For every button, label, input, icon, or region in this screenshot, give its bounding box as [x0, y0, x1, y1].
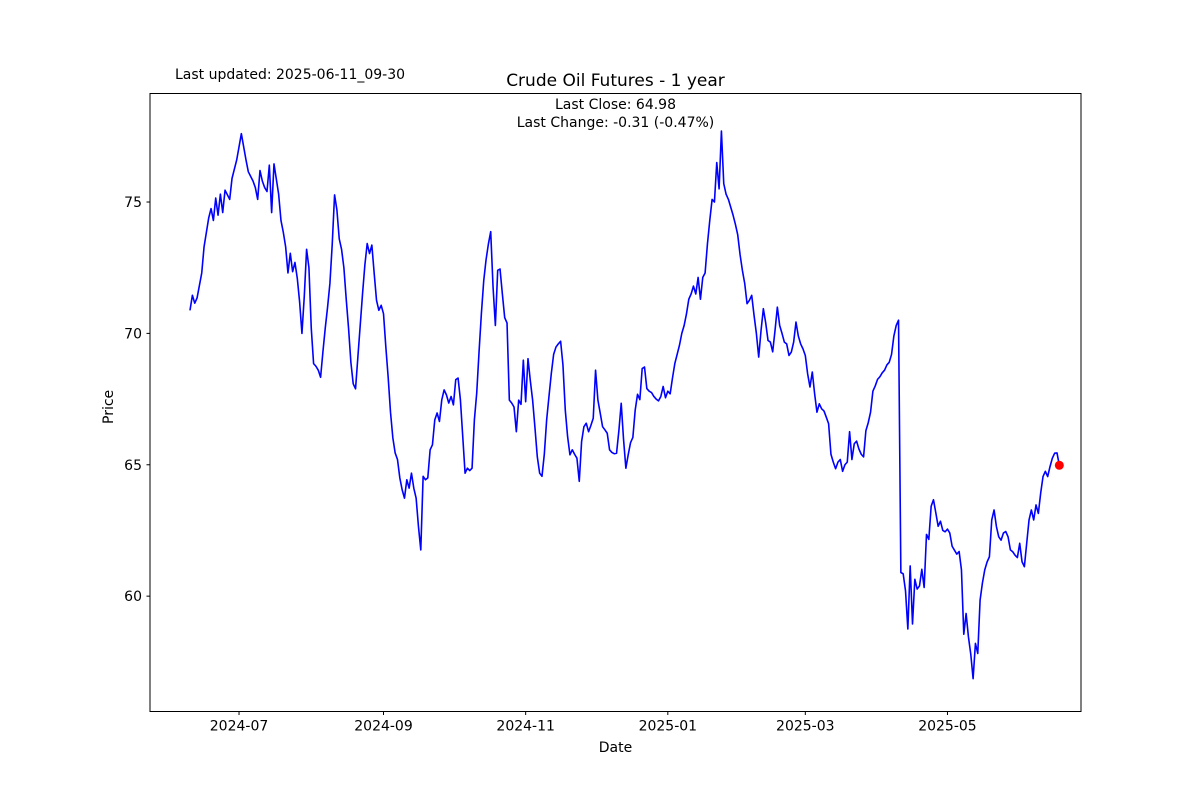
price-line	[189, 130, 1061, 680]
chart-title: Crude Oil Futures - 1 year	[506, 71, 725, 91]
y-tick-label-65: 65	[124, 458, 142, 474]
y-tick-label-60: 60	[124, 589, 142, 605]
last-updated-annotation: Last updated: 2025-06-11_09-30	[175, 67, 406, 83]
x-tick-label-2024-09: 2024-09	[354, 719, 413, 735]
x-tick-label-2024-11: 2024-11	[496, 719, 555, 735]
last-close-annotation: Last Close: 64.98	[555, 97, 676, 113]
x-tick-label-2025-05: 2025-05	[918, 719, 977, 735]
x-tick-label-2024-07: 2024-07	[210, 719, 269, 735]
last-change-annotation: Last Change: -0.31 (-0.47%)	[516, 115, 715, 131]
y-tick-label-70: 70	[124, 326, 142, 342]
plot-frame	[149, 93, 1082, 712]
y-tick-label-75: 75	[124, 195, 142, 211]
last-price-marker	[1054, 460, 1064, 470]
x-axis-label: Date	[598, 740, 633, 756]
y-axis-label: Price	[101, 389, 117, 424]
x-tick-label-2025-01: 2025-01	[639, 719, 698, 735]
x-tick-label-2025-03: 2025-03	[776, 719, 835, 735]
